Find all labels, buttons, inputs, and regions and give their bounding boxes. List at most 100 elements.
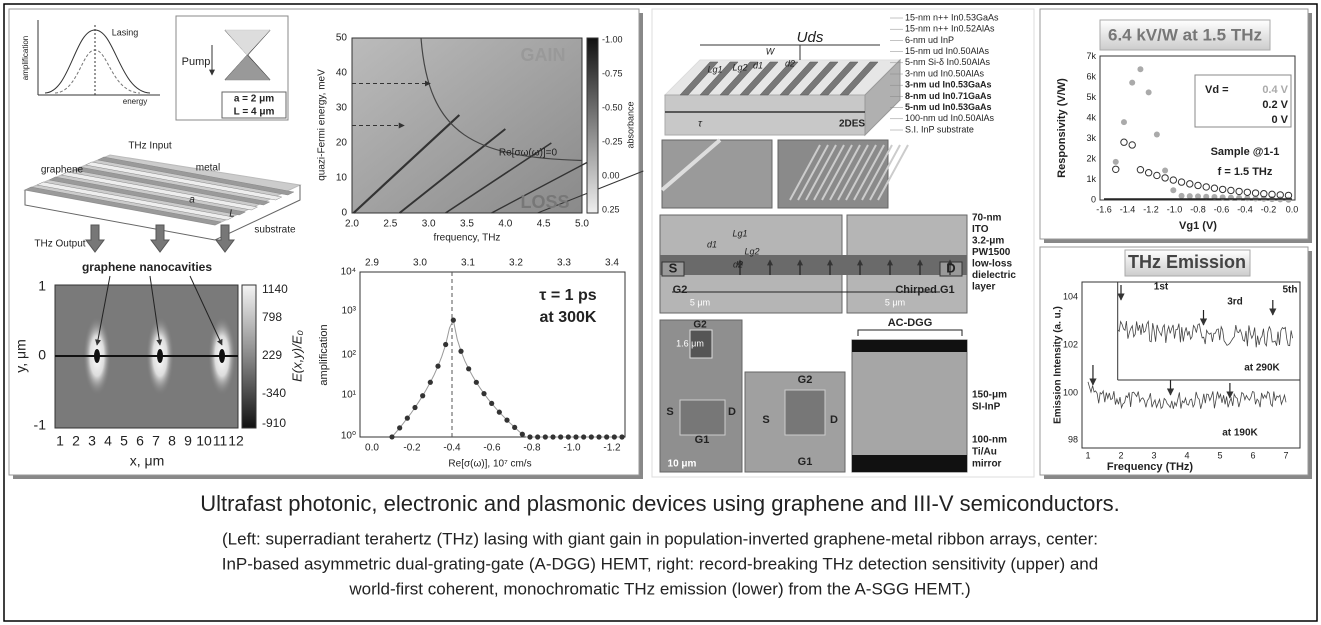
label: 10 μm [668,459,697,470]
label: L [229,209,235,220]
chip-front [665,95,865,135]
resp-point [1121,119,1127,125]
tick-label: 4.5 [537,219,551,230]
tick-label: 1k [1086,174,1096,184]
tick-label: 100 [1063,387,1078,397]
amp-point [458,349,463,354]
tick-label: -0.4 [443,443,461,454]
tick-label: 10 [336,173,348,184]
label: d1 [707,239,717,249]
axis-label: y, μm [13,339,29,372]
label: 15-nm n++ In0.53GaAs [905,12,999,22]
amp-point [489,401,494,406]
caption-line: (Left: superradiant terahertz (THz) lasi… [222,529,1098,548]
label: 5-nm ud In0.53GaAs [905,102,992,112]
amp-point [397,425,402,430]
tick-label: 3.2 [509,258,523,269]
tick-label: -1.0 [1167,204,1183,214]
amp-point [451,318,456,323]
label: 15-nm ud In0.50AlAs [905,46,990,56]
label: 150-μm [972,390,1007,401]
amp-point [543,434,548,439]
resp-point [1137,66,1143,72]
tick-label: 229 [262,348,282,362]
label: 1st [1154,282,1169,293]
label: τ = 1 ps [539,287,596,304]
tick-label: -0.75 [602,68,623,78]
resp-point [1179,193,1185,199]
tick-label: 798 [262,310,282,324]
resp-point [1170,187,1176,193]
label: Vd = [1205,84,1229,96]
label: S [669,260,678,275]
tick-label: 10³ [342,306,357,317]
tick-label: 0 [38,347,46,363]
gate [680,400,725,435]
tick-label: 1 [1085,450,1090,460]
label: Uds [797,29,824,46]
axis-label: amplification [318,324,330,385]
label: 5-nm Si-δ In0.50AlAs [905,57,991,67]
label: 5 μm [690,297,710,307]
label: G2 [798,374,813,386]
label: PW1500 [972,247,1011,258]
tick-label: 4k [1086,112,1096,122]
colorbar [587,38,598,213]
label: Chirped G1 [895,284,954,296]
tick-label: -1.2 [1143,204,1159,214]
tick-label: -0.8 [1190,204,1206,214]
axis-label: Re[σ(ω)], 10⁷ cm/s [448,459,531,470]
label: dielectric [972,270,1016,281]
label: D [946,260,955,275]
label: d1 [753,60,763,70]
tick-label: -0.2 [403,443,421,454]
tick-label: 9 [184,433,192,449]
caption-line: InP-based asymmetric dual-grating-gate (… [222,554,1098,573]
tick-label: 102 [1063,339,1078,349]
label: 8-nm ud In0.71GaAs [905,91,992,101]
label: Lg2 [732,62,747,72]
colorbar [242,285,256,428]
amp-point [405,416,410,421]
amp-point [389,434,394,439]
tick-label: 0.00 [602,170,620,180]
tick-label: 7 [1283,450,1288,460]
label: 0 V [1271,114,1288,126]
tick-label: 3 [1151,450,1156,460]
tick-label: 4 [1184,450,1189,460]
label: 3-nm ud In0.53GaAs [905,80,992,90]
label: Lg1 [707,64,722,74]
caption-line: world-first coherent, monochromatic THz … [348,579,970,598]
tick-label: -0.25 [602,136,623,146]
axis-label: Frequency (THz) [1107,461,1194,473]
label: Lg1 [732,228,747,238]
label: d2 [733,259,743,269]
label: 2DES [839,119,865,130]
resp-point [1187,193,1193,199]
tick-label: 0 [1091,194,1096,204]
tick-label: 4.0 [498,219,512,230]
label: LOSS [520,192,569,212]
label: S.I. InP substrate [905,124,974,134]
label: D [830,414,838,426]
label: THz Input [128,141,172,152]
axis-label: E(x,y)/E₀ [289,330,304,382]
tick-label: -0.6 [483,443,501,454]
tick-label: 10² [342,350,357,361]
tick-label: 11 [213,433,228,449]
tick-label: 5 [120,433,128,449]
tick-label: -1.0 [563,443,581,454]
amp-point [535,434,540,439]
amp-point [581,434,586,439]
axis-label: x, μm [130,453,165,469]
label: Re[σω(ω)]=0 [499,148,558,159]
label: substrate [254,225,296,236]
label: a = 2 μm [234,94,274,105]
amp-point [412,405,417,410]
tick-label: 3k [1086,133,1096,143]
axis-label: absorbance [625,101,635,148]
axis-label: amplification [21,36,30,80]
label: Lasing [112,27,139,37]
tick-label: -0.2 [1261,204,1277,214]
resp-point [1113,159,1119,165]
